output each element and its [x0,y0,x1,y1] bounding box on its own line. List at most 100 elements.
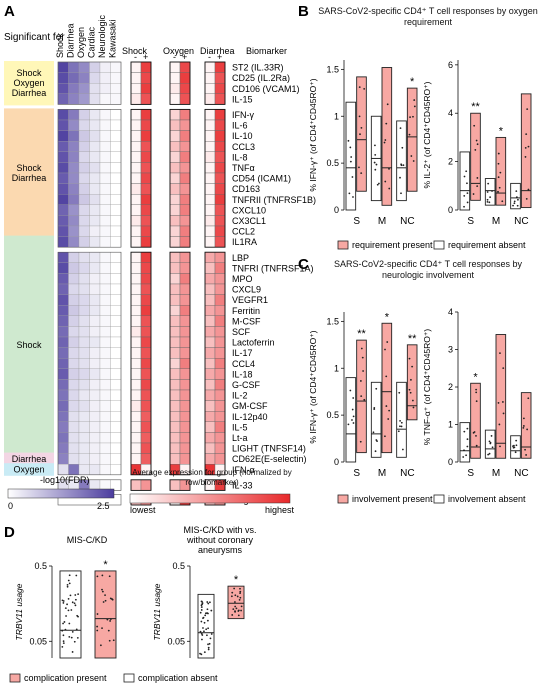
expression-cell [214,336,226,348]
expression-cell [204,93,216,105]
biomarker-label: MPO [232,274,253,284]
data-point [230,595,233,598]
fdr-cell [89,283,101,295]
fdr-cell [57,389,69,401]
data-point [515,439,518,442]
significance-marker: * [473,371,478,383]
data-point [76,636,79,639]
fdr-cell [68,93,80,105]
expression-cell [140,389,152,401]
y-tick-label: 3 [448,345,453,355]
minus-label: - [173,52,176,62]
data-point [413,105,416,108]
data-point [74,604,77,607]
fdr-cell [78,252,90,263]
y-tick-label: 0.5 [172,561,185,571]
expression-cell [179,109,191,121]
fdr-cell [68,141,80,152]
fdr-cell [89,162,101,174]
data-point [400,425,403,428]
data-point [360,395,363,398]
fdr-cell [78,83,90,94]
data-point [362,370,365,372]
fdr-cell [110,141,122,152]
data-point [401,448,404,451]
fdr-cell [78,172,90,184]
fdr-cell [68,294,80,306]
box-absent [459,422,471,463]
expression-cell [169,283,181,295]
expression-cell [204,389,216,401]
expression-cell [169,183,181,195]
data-point [475,388,478,391]
data-point [378,182,380,185]
fdr-cell [78,130,90,142]
y-axis-label: % IL-2⁺ (of CD4⁺CD45RO⁺) [422,81,432,188]
y-tick-label: 0.5 [326,158,339,168]
data-point [202,627,204,629]
data-point [524,156,527,158]
fdr-cell [89,109,101,121]
expression-cell [204,140,216,152]
expression-cell [130,347,142,359]
expression-cell [179,389,191,401]
fdr-cell [78,183,90,195]
biomarker-label: TNFRII (TNFRSF1B) [232,195,316,205]
minus-label: - [208,52,211,62]
expression-section-outline [169,108,191,248]
data-point [399,127,402,130]
category-label: S [467,468,474,479]
panel-c-letter: C [298,256,309,273]
fdr-cell [68,183,80,195]
data-point [237,614,240,617]
fdr-cell [68,305,80,316]
expression-cell [214,326,226,338]
fdr-cell [68,225,80,237]
data-point [363,398,366,401]
y-axis-label: TRBV11 usage [14,583,24,640]
box-present [520,93,532,209]
data-point [206,612,208,614]
fdr-cell [99,61,111,73]
data-point [410,378,412,381]
expression-cell [179,183,191,195]
fdr-cell [89,336,101,348]
data-point [68,582,71,585]
data-point [234,601,236,603]
expression-cell [214,400,226,412]
expression-cell [130,421,142,433]
y-tick-label: 1.5 [326,64,339,74]
fdr-cell [99,119,111,131]
expression-cell [140,411,152,423]
expression-cell [214,294,226,306]
fdr-cell [57,109,69,121]
fdr-cell [57,204,69,216]
data-point [490,435,493,437]
expression-cell [204,294,216,306]
expression-cell [140,183,152,195]
expression-cell [179,315,191,327]
data-point [489,442,492,445]
data-point [231,591,234,594]
expression-cell [140,294,152,306]
expression-cell [169,109,181,121]
fdr-cell [68,326,80,338]
data-point [475,444,478,447]
data-point [360,347,363,350]
fdr-cell [78,141,90,152]
data-point [476,185,479,188]
data-point [61,645,64,648]
box-present [406,87,418,192]
data-point [512,204,514,207]
fdr-cell [57,225,69,237]
data-point [64,607,67,610]
expression-cell [204,262,216,274]
data-point [207,602,210,605]
biomarker-label: LBP [232,253,249,263]
data-point [64,628,67,631]
expression-cell [179,236,191,248]
fdr-cell [78,225,90,237]
box-present [520,392,532,459]
data-point [474,149,477,151]
